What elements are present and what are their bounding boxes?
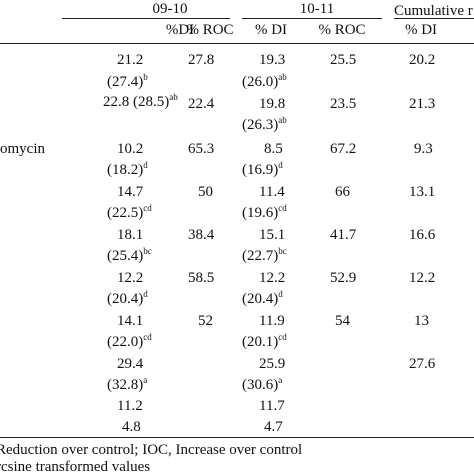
cell-r1-roc1: 27.8	[188, 52, 215, 68]
cell-r8-cum: 27.6	[409, 356, 436, 372]
cell-r2-roc1: 22.4	[188, 96, 215, 112]
cell-r8-di1-transformed: (32.8)a	[107, 375, 148, 393]
cell-r2-roc2: 23.5	[330, 96, 357, 112]
cell-r3-di2-transformed: (16.9)d	[242, 160, 283, 178]
row-label-omycin: omycin	[0, 141, 45, 157]
cell-r2-cum: 21.3	[409, 96, 436, 112]
cell-r4-di1: 14.7	[117, 184, 144, 200]
subheader-di-2: % DI	[254, 22, 288, 38]
cell-r7-di2: 11.9	[259, 313, 285, 329]
cell-r1-di2: 19.3	[259, 52, 286, 68]
cell-r3-cum: 9.3	[414, 141, 433, 157]
cell-r9-di2: 11.7	[259, 398, 285, 414]
cell-r2-di2: 19.8	[259, 96, 286, 112]
cell-r1-di1-transformed: (27.4)b	[107, 72, 148, 90]
cell-r3-di1: 10.2	[117, 141, 144, 157]
cell-r4-di2-transformed: (19.6)cd	[242, 203, 287, 221]
cell-r8-di2: 25.9	[259, 356, 286, 372]
cell-r5-roc1: 38.4	[188, 227, 215, 243]
group-header-09-10: 09-10	[152, 1, 188, 17]
group-header-10-11: 10-11	[299, 1, 335, 17]
cell-r4-cum: 13.1	[409, 184, 436, 200]
cell-r1-di2-transformed: (26.0)ab	[242, 72, 287, 90]
cell-r6-roc2: 52.9	[330, 270, 357, 286]
group-rule-cumulative	[394, 18, 474, 19]
cell-r7-di2-transformed: (20.1)cd	[242, 332, 287, 350]
cell-r7-roc2: 54	[335, 313, 350, 329]
cell-r7-cum: 13	[414, 313, 429, 329]
cell-r5-di2: 15.1	[259, 227, 286, 243]
subheader-di-cum: % DI	[404, 22, 438, 38]
header-rule	[0, 43, 474, 44]
cell-r9-di1: 11.2	[117, 398, 143, 414]
footnote-roc-ioc: Reduction over control; IOC, Increase ov…	[0, 442, 303, 458]
cell-r10-di2: 4.7	[264, 419, 283, 435]
subheader-di-1: %DI	[165, 22, 195, 38]
cell-r7-di1: 14.1	[117, 313, 144, 329]
cell-r4-di1-transformed: (22.5)cd	[107, 203, 152, 221]
cell-r8-di1: 29.4	[117, 356, 144, 372]
cell-r4-di2: 11.4	[259, 184, 285, 200]
cell-r1-roc2: 25.5	[330, 52, 357, 68]
cell-r3-di1-transformed: (18.2)d	[107, 160, 148, 178]
group-rule-09-10	[62, 18, 230, 19]
cell-r5-di2-transformed: (22.7)bc	[242, 246, 287, 264]
group-header-cumulative: Cumulative r	[394, 3, 473, 19]
subheader-roc-2: % ROC	[318, 22, 366, 38]
cell-r6-roc1: 58.5	[188, 270, 215, 286]
cell-r6-di1: 12.2	[117, 270, 144, 286]
cell-r2-di2-transformed: (26.3)ab	[242, 115, 287, 133]
cell-r5-roc2: 41.7	[330, 227, 357, 243]
cell-r3-di2: 8.5	[264, 141, 283, 157]
cell-r6-cum: 12.2	[409, 270, 436, 286]
cell-r1-cum: 20.2	[409, 52, 436, 68]
subheader-roc-1: % ROC	[186, 22, 234, 38]
cell-r5-cum: 16.6	[409, 227, 436, 243]
group-rule-10-11	[242, 18, 382, 19]
cell-r3-roc2: 67.2	[330, 141, 357, 157]
cell-r3-roc1: 65.3	[188, 141, 215, 157]
cell-r6-di1-transformed: (20.4)d	[107, 289, 148, 307]
cell-r10-di1: 4.8	[122, 419, 141, 435]
cell-r6-di2: 12.2	[259, 270, 286, 286]
cell-r8-di2-transformed: (30.6)a	[242, 375, 283, 393]
cell-r1-di1: 21.2	[117, 52, 144, 68]
cell-r2-di1: 22.8 (28.5)ab	[103, 92, 178, 110]
cell-r4-roc1: 50	[198, 184, 213, 200]
bottom-rule	[0, 437, 474, 438]
cell-r7-roc1: 52	[198, 313, 213, 329]
cell-r5-di1: 18.1	[117, 227, 144, 243]
cell-r7-di1-transformed: (22.0)cd	[107, 332, 152, 350]
cell-r5-di1-transformed: (25.4)bc	[107, 246, 152, 264]
footnote-transformed: rcsine transformed values	[0, 459, 151, 475]
cell-r6-di2-transformed: (20.4)d	[242, 289, 283, 307]
cell-r4-roc2: 66	[335, 184, 350, 200]
